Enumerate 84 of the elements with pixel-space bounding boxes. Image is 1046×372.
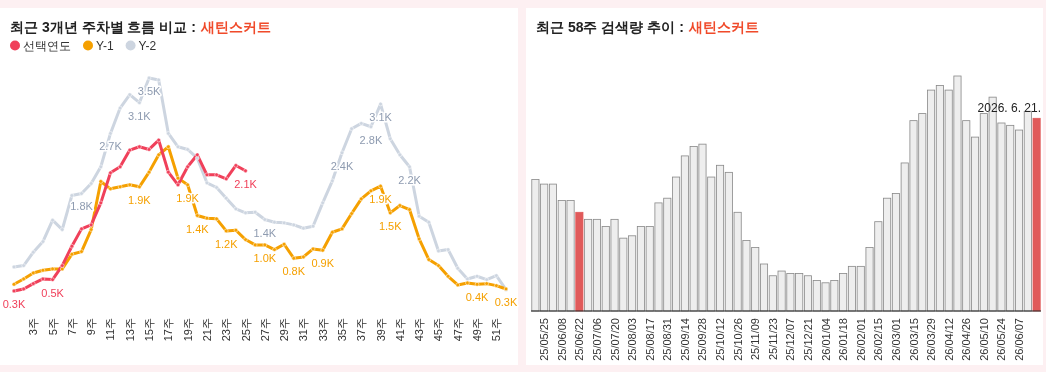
x-tick-label: 25/08/17 <box>643 318 656 361</box>
legend-label: Y-1 <box>96 39 114 53</box>
data-label: 1.2K <box>214 237 239 250</box>
x-tick-label: 26/03/01 <box>889 318 902 361</box>
x-tick-label: 49주 <box>471 318 484 342</box>
x-tick-label: 25/07/20 <box>608 318 621 361</box>
x-tick-label: 25주 <box>239 318 252 342</box>
legend-label: Y-2 <box>138 39 157 53</box>
x-tick-label: 11주 <box>104 318 117 341</box>
x-tick-label: 25/08/31 <box>661 318 674 361</box>
x-tick-label: 26/01/04 <box>819 318 832 361</box>
bar <box>1032 117 1041 312</box>
x-tick-label: 26/04/26 <box>960 318 973 361</box>
x-tick-label: 21주 <box>200 318 213 342</box>
x-tick-label: 26/02/01 <box>854 318 867 361</box>
chart-title: 최근 3개년 주차별 흐름 비교 : <box>10 19 196 35</box>
x-tick-label: 7주 <box>65 318 78 336</box>
x-tick-label: 26/06/07 <box>1013 318 1026 361</box>
x-tick-label: 13주 <box>123 318 136 342</box>
x-tick-label: 26/03/15 <box>907 318 920 361</box>
x-tick-label: 26/02/15 <box>872 318 885 361</box>
data-label: 3.1K <box>369 111 393 124</box>
data-label: 0.8K <box>282 265 306 278</box>
x-tick-label: 35주 <box>336 318 348 342</box>
x-tick-label: 25/10/26 <box>731 318 744 361</box>
x-tick-label: 31주 <box>297 318 310 342</box>
x-tick-label: 19주 <box>181 318 194 342</box>
data-label: 2.8K <box>359 133 383 146</box>
x-tick-label: 25/09/14 <box>678 318 691 361</box>
x-tick-label: 47주 <box>451 318 464 342</box>
data-label: 1.9K <box>128 193 152 206</box>
data-label: 3.5K <box>137 85 162 97</box>
x-tick-label: 37주 <box>355 318 368 342</box>
data-label: 0.9K <box>311 257 335 270</box>
x-tick-label: 3주 <box>27 318 40 336</box>
x-tick-label: 25/05/25 <box>538 318 551 361</box>
data-label: 1.5K <box>378 219 403 232</box>
data-label: 1.4K <box>253 226 277 239</box>
x-tick-label: 25/06/22 <box>573 318 586 361</box>
bar <box>575 211 584 312</box>
x-tick-label: 27주 <box>258 318 271 342</box>
x-tick-label: 26/03/29 <box>925 318 938 361</box>
x-tick-label: 26/05/24 <box>995 318 1008 361</box>
x-tick-label: 25/12/07 <box>784 318 797 361</box>
data-label: 1.0K <box>253 251 277 264</box>
data-label: 0.3K <box>2 297 26 310</box>
x-tick-label: 25/12/21 <box>801 318 814 361</box>
x-tick-label: 25/11/09 <box>749 318 762 361</box>
data-label: 0.5K <box>41 286 65 299</box>
x-tick-label: 39주 <box>374 318 387 342</box>
data-label: 0.4K <box>465 291 490 304</box>
x-tick-label: 23주 <box>220 318 233 342</box>
x-tick-label: 26/04/12 <box>942 318 955 361</box>
x-tick-label: 29주 <box>278 318 291 342</box>
x-tick-label: 33주 <box>316 318 329 342</box>
x-tick-label: 25/07/06 <box>590 318 603 361</box>
x-tick-label: 41주 <box>393 318 406 342</box>
x-tick-label: 25/09/28 <box>696 318 709 361</box>
data-label: 0.3K <box>494 295 518 308</box>
data-label: 1.8K <box>70 200 94 213</box>
x-tick-label: 15주 <box>143 318 156 342</box>
chart-title: 최근 58주 검색량 추이 : <box>536 19 684 35</box>
x-tick-label: 25/06/08 <box>555 318 568 361</box>
chart-subtitle: 새틴스커트 <box>199 19 271 35</box>
x-tick-label: 5주 <box>46 318 59 336</box>
x-tick-label: 43주 <box>413 318 426 342</box>
data-label: 2.2K <box>398 173 422 186</box>
data-label: 3.1K <box>128 109 152 122</box>
data-label: 1.4K <box>185 222 210 235</box>
chart-subtitle: 새틴스커트 <box>687 19 759 35</box>
x-tick-label: 17주 <box>162 318 175 342</box>
data-label: 2.7K <box>99 140 123 153</box>
annotation: 2026. 6. 21. <box>977 101 1041 116</box>
x-tick-label: 51주 <box>490 318 503 342</box>
x-tick-label: 9주 <box>85 318 98 336</box>
data-label: 2.1K <box>234 177 258 190</box>
x-tick-label: 25/10/12 <box>714 318 727 361</box>
x-tick-label: 45주 <box>432 318 445 342</box>
data-label: 2.4K <box>330 159 354 172</box>
x-tick-label: 25/11/23 <box>766 318 779 361</box>
legend-label: 선택연도 <box>23 39 71 53</box>
x-tick-label: 25/08/03 <box>626 318 639 361</box>
x-tick-label: 26/01/18 <box>837 318 850 361</box>
x-tick-label: 26/05/10 <box>977 318 990 361</box>
